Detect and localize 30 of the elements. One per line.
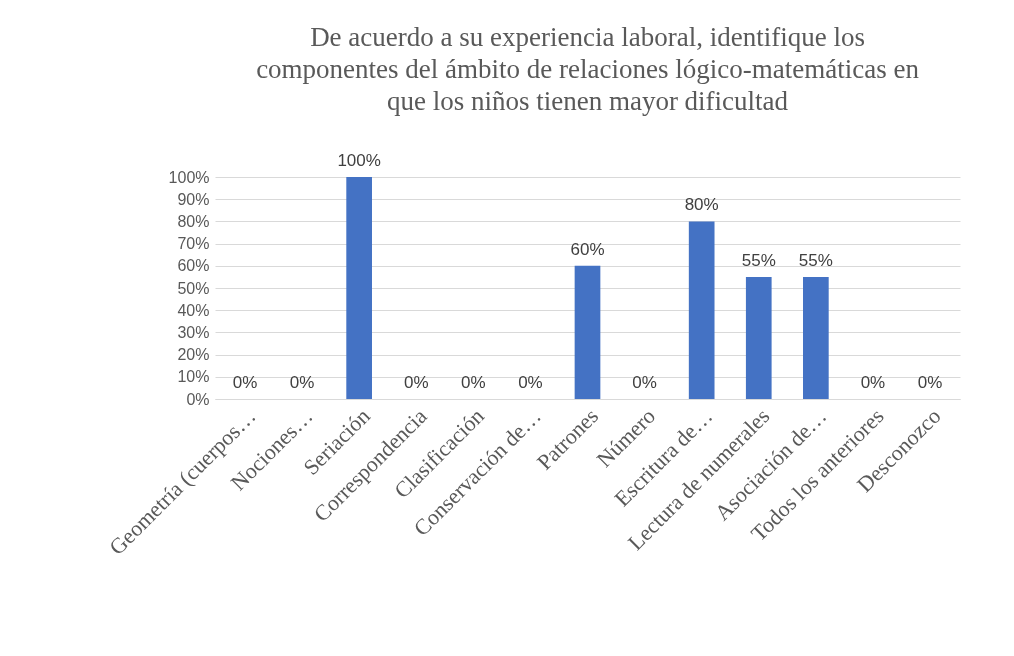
- data-label: 0%: [917, 373, 943, 392]
- data-label: 60%: [570, 239, 605, 259]
- data-label: 100%: [337, 151, 381, 170]
- y-tick-label: 40%: [177, 301, 210, 319]
- y-tick-label: 70%: [177, 235, 210, 253]
- data-label: 55%: [798, 250, 833, 270]
- chart-title: De acuerdo a su experiencia laboral, identifique los componentes del ámbito de relaciones lógico-matemáticas en que los niños tienen mayor dificultad: [256, 22, 920, 116]
- bar: [803, 276, 829, 399]
- y-tick-label: 20%: [177, 346, 210, 364]
- data-label: 0%: [632, 373, 657, 392]
- y-tick-label: 10%: [177, 368, 210, 386]
- y-tick-label: 100%: [168, 168, 210, 186]
- y-tick-label: 0%: [186, 390, 210, 408]
- data-label: 80%: [684, 195, 719, 215]
- data-label: 0%: [461, 373, 486, 392]
- data-label: 0%: [289, 373, 315, 392]
- y-tick-label: 50%: [177, 279, 210, 297]
- data-label: 0%: [860, 373, 886, 392]
- y-tick-label: 60%: [177, 257, 210, 275]
- y-tick-label: 30%: [177, 323, 210, 341]
- bar: [745, 276, 772, 399]
- data-label: 0%: [232, 373, 258, 392]
- bar: [688, 221, 715, 399]
- y-tick-label: 90%: [177, 190, 210, 208]
- bar: [574, 265, 601, 399]
- data-label: 0%: [403, 373, 429, 392]
- y-tick-label: 80%: [177, 212, 210, 230]
- data-label: 0%: [518, 373, 543, 392]
- bar: [346, 177, 372, 399]
- data-label: 55%: [741, 250, 776, 270]
